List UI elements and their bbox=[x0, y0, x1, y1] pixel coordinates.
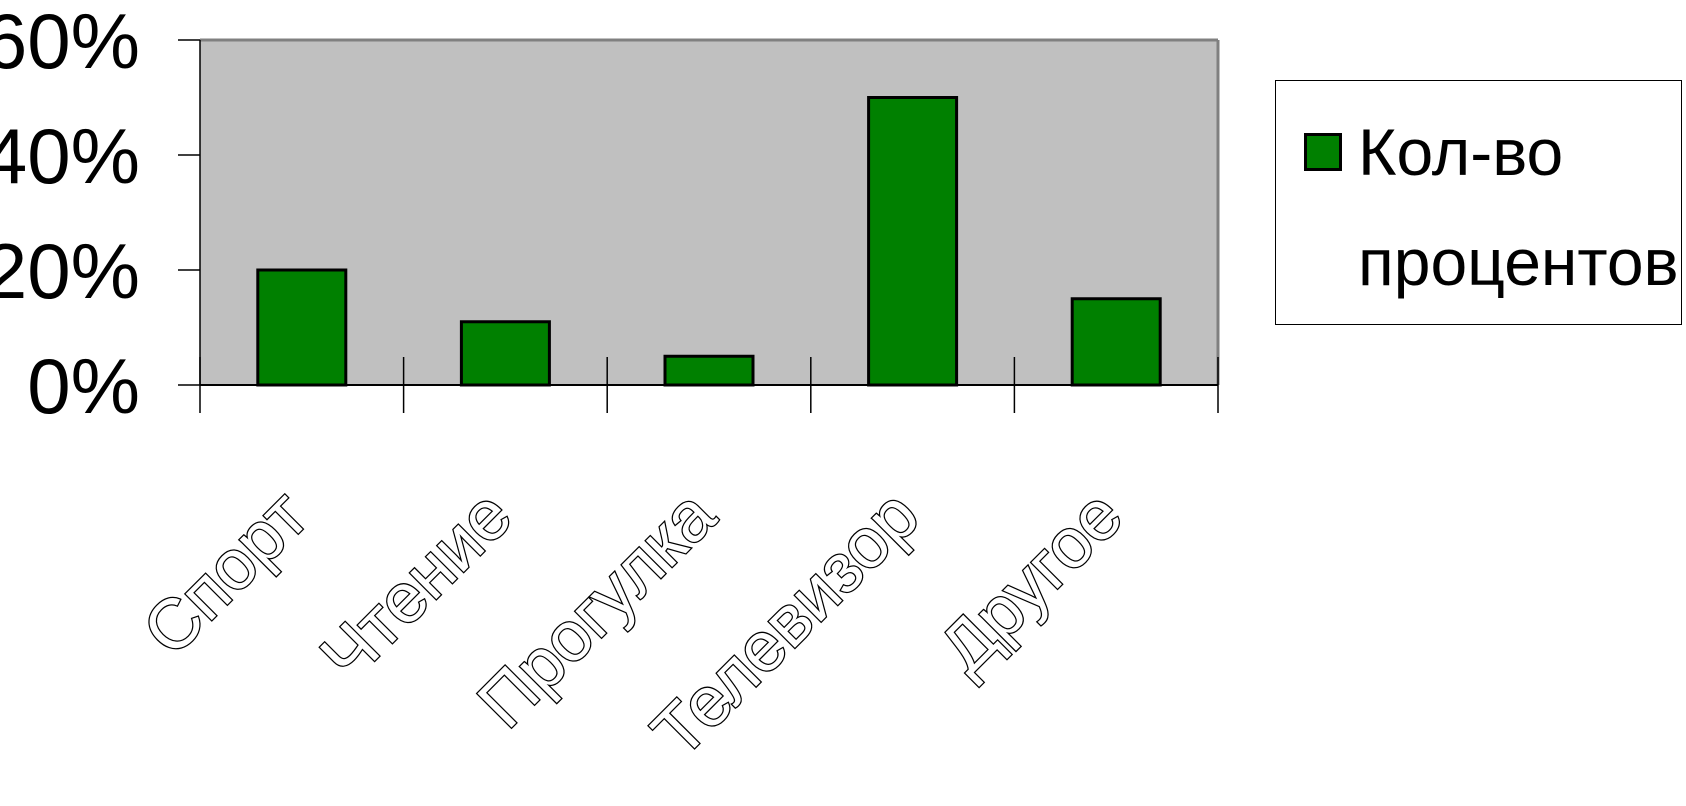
y-tick-label-3: 60% bbox=[0, 0, 140, 85]
legend: Кол-во процентов bbox=[1275, 80, 1682, 325]
bar-2 bbox=[459, 320, 551, 387]
legend-swatch bbox=[1304, 133, 1342, 171]
bar-4 bbox=[867, 96, 959, 387]
y-tick-label-1: 20% bbox=[0, 227, 140, 315]
legend-label: Кол-во процентов bbox=[1358, 115, 1679, 299]
plot-area: 0%20%40%60%СпортЧтениеПрогулкаТелевизорД… bbox=[0, 0, 1220, 773]
bar-1 bbox=[256, 268, 348, 387]
x-category-label-5: Другое bbox=[924, 475, 1136, 687]
y-tick-label-2: 40% bbox=[0, 112, 140, 200]
plot-background bbox=[200, 40, 1218, 385]
bar-3 bbox=[663, 354, 755, 387]
bar-5 bbox=[1070, 297, 1162, 387]
y-tick-label-0: 0% bbox=[27, 342, 140, 430]
x-category-label-1: Спорт bbox=[128, 475, 322, 669]
